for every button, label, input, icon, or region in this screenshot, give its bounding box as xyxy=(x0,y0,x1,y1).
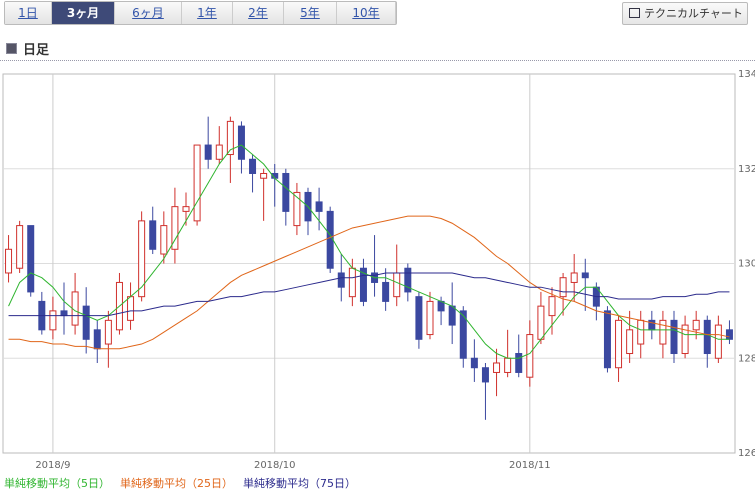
candle-body xyxy=(127,296,135,321)
candle-body xyxy=(382,281,390,302)
candle-body xyxy=(714,324,722,359)
candle-body xyxy=(249,158,257,174)
candle-body xyxy=(359,267,367,302)
candle-body xyxy=(237,125,245,160)
candle-body xyxy=(581,272,589,279)
technical-chart-button[interactable]: テクニカルチャート xyxy=(622,2,748,25)
legend-entry: 単純移動平均（5日） xyxy=(4,476,110,490)
candle-body xyxy=(27,225,35,293)
candle-body xyxy=(426,300,434,336)
candle-body xyxy=(448,305,456,326)
period-tab[interactable]: 6ヶ月 xyxy=(115,2,182,24)
candle-body xyxy=(470,357,478,369)
legend-entry: 単純移動平均（25日） xyxy=(120,476,233,490)
y-tick-label: 126 xyxy=(738,448,755,459)
candle-body xyxy=(670,319,678,355)
candle-body xyxy=(60,310,68,317)
candle-body xyxy=(149,220,157,250)
candle-body xyxy=(570,272,578,283)
candle-body xyxy=(504,357,512,373)
candle-body xyxy=(204,144,212,160)
candle-body xyxy=(515,353,523,373)
y-tick-label: 134 xyxy=(738,69,755,80)
candle-body xyxy=(404,267,412,293)
candle-body xyxy=(603,310,611,369)
candle-body xyxy=(182,206,190,212)
candle-body xyxy=(82,305,90,340)
candle-body xyxy=(703,319,711,355)
x-tick-label: 2018/9 xyxy=(35,460,70,471)
candle-body xyxy=(104,319,112,345)
moving-average-line xyxy=(8,272,730,317)
candle-body xyxy=(493,362,501,373)
candle-body xyxy=(559,277,567,298)
candle-body xyxy=(692,319,700,331)
candle-body xyxy=(5,248,13,274)
candle-body xyxy=(260,172,268,179)
candle-body xyxy=(93,329,101,350)
candle-body xyxy=(526,334,534,378)
candle-body xyxy=(282,172,290,212)
candle-body xyxy=(415,296,423,340)
period-tab[interactable]: 1日 xyxy=(5,2,52,24)
candle-body xyxy=(337,272,345,288)
legend-entry: 単純移動平均（75日） xyxy=(243,476,356,490)
y-tick-label: 132 xyxy=(738,164,755,175)
period-tab[interactable]: 3ヶ月 xyxy=(52,2,115,24)
candle-body xyxy=(326,210,334,269)
candle-body xyxy=(659,319,667,345)
candle-body xyxy=(626,329,634,355)
candle-body xyxy=(138,220,146,298)
candle-body xyxy=(481,367,489,383)
candle-body xyxy=(681,324,689,355)
candle-body xyxy=(548,296,556,317)
candle-body xyxy=(49,310,57,331)
section-title: 日足 xyxy=(23,43,50,58)
y-tick-label: 128 xyxy=(738,353,755,364)
button-label: テクニカルチャート xyxy=(644,7,743,20)
divider xyxy=(0,60,755,61)
candle-body xyxy=(293,191,301,227)
period-tab[interactable]: 5年 xyxy=(284,2,337,24)
candle-body xyxy=(171,206,179,250)
period-tab[interactable]: 1年 xyxy=(182,2,233,24)
period-tab[interactable]: 10年 xyxy=(337,2,396,24)
candle-body xyxy=(459,310,467,359)
candle-body xyxy=(637,319,645,345)
period-tabs: 1日 3ヶ月 6ヶ月 1年 2年 5年 10年 xyxy=(4,1,397,25)
candle-body xyxy=(193,144,201,222)
y-tick-label: 130 xyxy=(738,259,755,270)
candle-body xyxy=(615,319,623,369)
candle-body xyxy=(226,120,234,156)
section-header: 日足 xyxy=(6,39,49,58)
x-tick-label: 2018/10 xyxy=(254,460,296,471)
candle-body xyxy=(393,272,401,298)
x-tick-label: 2018/11 xyxy=(509,460,551,471)
moving-average-line xyxy=(8,215,730,350)
candle-body xyxy=(215,144,223,160)
candle-body xyxy=(725,329,733,340)
candle-body xyxy=(537,305,545,340)
candle-body xyxy=(315,201,323,212)
candle-body xyxy=(16,225,24,269)
candle-body xyxy=(160,225,168,255)
period-tab[interactable]: 2年 xyxy=(233,2,284,24)
candle-body xyxy=(348,267,356,298)
